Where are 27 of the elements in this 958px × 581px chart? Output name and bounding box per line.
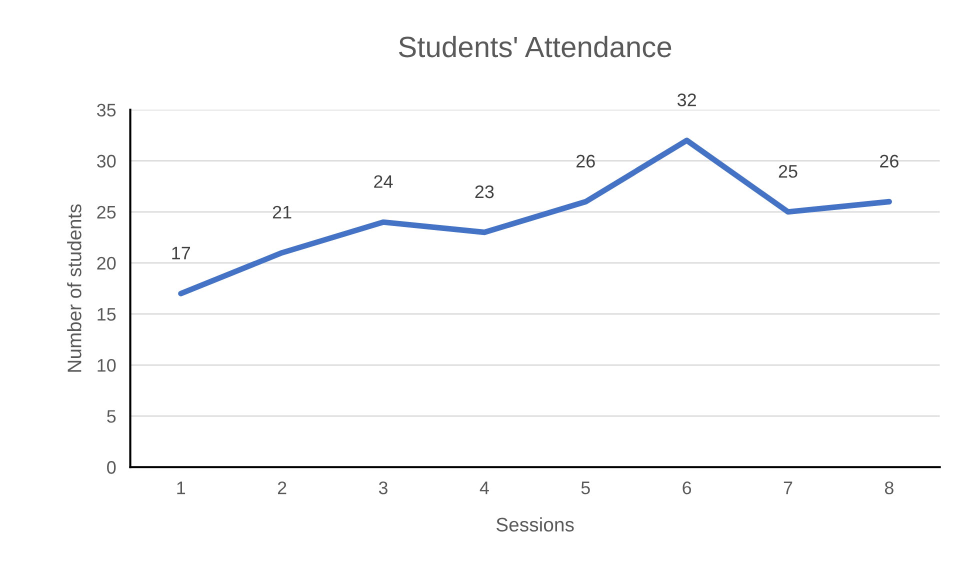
data-label: 24: [374, 175, 393, 188]
y-tick-label: 15: [98, 308, 116, 321]
data-label: 26: [880, 154, 898, 168]
y-tick-label: 20: [97, 256, 116, 270]
y-tick-label: 30: [97, 154, 116, 168]
x-tick-label: 8: [884, 481, 894, 494]
x-tick-label: 3: [378, 481, 388, 494]
x-tick-label: 2: [278, 481, 286, 494]
data-label: 32: [677, 94, 696, 106]
data-label: 21: [272, 206, 292, 218]
y-tick-label: 25: [97, 206, 116, 219]
chart-title: Students' Attendance: [398, 36, 672, 58]
data-label: 17: [172, 246, 190, 260]
y-axis-title: Number of students: [67, 204, 82, 372]
data-label: 23: [475, 185, 494, 198]
x-tick-label: 7: [784, 482, 792, 494]
y-tick-label: 10: [98, 358, 116, 372]
x-axis-title: Sessions: [496, 517, 574, 532]
x-tick-label: 4: [480, 482, 489, 494]
data-label: 25: [778, 164, 798, 178]
y-tick-label: 5: [107, 410, 116, 423]
x-tick-label: 6: [682, 481, 692, 494]
data-label: 26: [576, 154, 595, 168]
x-tick-label: 5: [581, 482, 590, 494]
y-tick-label: 35: [97, 104, 116, 117]
x-tick-label: 1: [177, 482, 186, 494]
y-tick-label: 0: [107, 461, 116, 474]
